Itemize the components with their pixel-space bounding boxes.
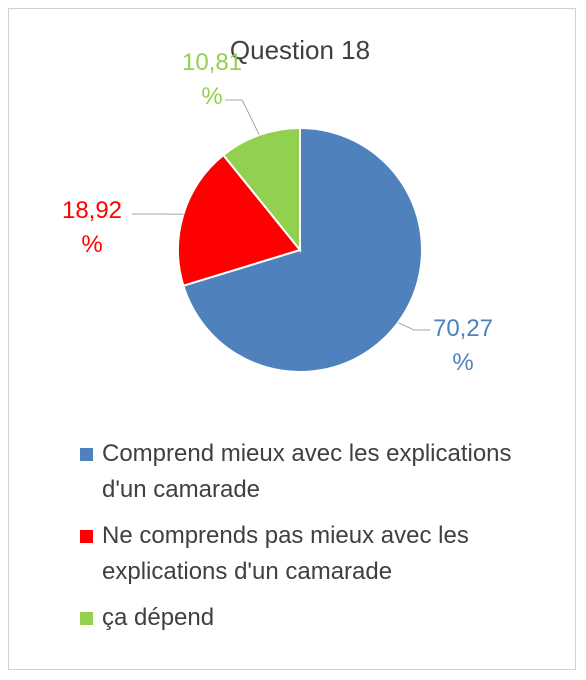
pie-slice xyxy=(177,153,302,287)
data-label: 10,81 % xyxy=(181,49,243,110)
legend-swatch xyxy=(80,448,93,461)
chart-frame xyxy=(8,8,576,670)
legend-swatch xyxy=(80,530,93,543)
pie-slice xyxy=(221,126,301,253)
data-label: 70,27 % xyxy=(432,315,494,376)
leader-line xyxy=(397,322,430,331)
legend-label: Ne comprends pas mieux avec les explicat… xyxy=(102,522,469,585)
legend-item: Ne comprends pas mieux avec les explicat… xyxy=(80,518,550,590)
leader-line xyxy=(225,99,260,136)
data-label: 18,92 % xyxy=(61,197,123,258)
legend: Comprend mieux avec les explications d'u… xyxy=(80,436,550,646)
legend-label: ça dépend xyxy=(102,604,215,631)
legend-label: Comprend mieux avec les explications d'u… xyxy=(102,440,512,503)
pie-slice xyxy=(182,126,423,373)
legend-swatch xyxy=(80,612,93,625)
legend-item: ça dépend xyxy=(80,600,550,636)
legend-item: Comprend mieux avec les explications d'u… xyxy=(80,436,550,508)
chart-title: Question 18 xyxy=(230,35,370,65)
